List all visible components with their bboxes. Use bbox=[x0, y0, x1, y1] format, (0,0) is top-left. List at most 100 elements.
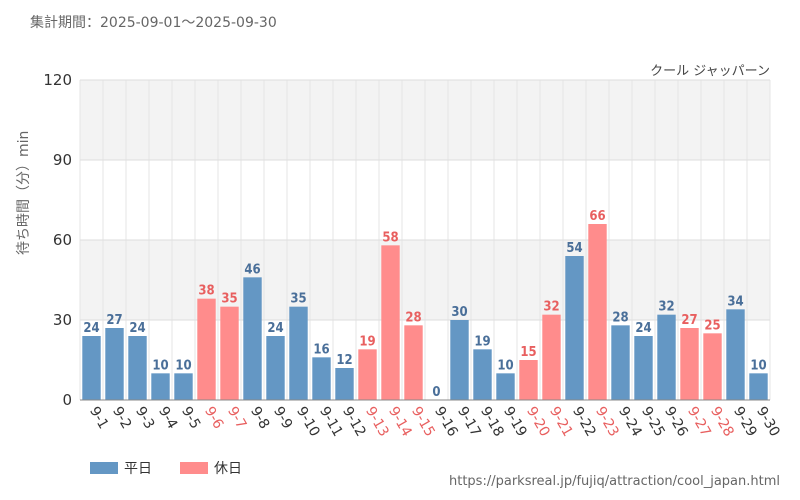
chart-title: クール ジャッパーン bbox=[650, 64, 770, 79]
bar-value-label: 30 bbox=[451, 305, 467, 320]
x-tick-label: 9-13 bbox=[362, 404, 392, 440]
x-tick-label: 9-14 bbox=[385, 404, 415, 440]
x-tick-label: 9-15 bbox=[408, 404, 438, 440]
x-tick-label: 9-24 bbox=[615, 404, 645, 440]
x-tick-label: 9-27 bbox=[684, 404, 714, 440]
x-tick-label: 9-26 bbox=[661, 404, 691, 440]
x-tick-label: 9-23 bbox=[592, 404, 622, 440]
bar bbox=[473, 349, 492, 400]
x-tick-label: 9-19 bbox=[500, 404, 530, 440]
bar bbox=[634, 336, 653, 400]
x-tick-label: 9-2 bbox=[109, 404, 134, 432]
bar bbox=[289, 306, 308, 400]
bar-value-label: 32 bbox=[543, 300, 559, 315]
bar-value-label: 24 bbox=[635, 321, 651, 336]
legend: 平日 休日 bbox=[90, 458, 262, 478]
bar bbox=[588, 224, 607, 400]
x-tick-label: 9-1 bbox=[86, 404, 111, 432]
bar bbox=[565, 256, 584, 400]
x-tick-label: 9-12 bbox=[339, 404, 369, 440]
x-tick-label: 9-10 bbox=[293, 404, 323, 440]
legend-holiday-label: 休日 bbox=[214, 461, 242, 477]
x-tick-label: 9-30 bbox=[753, 404, 783, 440]
bar bbox=[404, 325, 423, 400]
x-tick-label: 9-22 bbox=[569, 404, 599, 440]
bar bbox=[82, 336, 101, 400]
bar-value-label: 27 bbox=[106, 313, 122, 328]
x-tick-label: 9-11 bbox=[316, 404, 346, 440]
bar-value-label: 15 bbox=[520, 345, 536, 360]
bar-value-label: 28 bbox=[612, 310, 628, 325]
legend-holiday: 休日 bbox=[180, 458, 242, 478]
bar bbox=[128, 336, 147, 400]
bar bbox=[243, 277, 262, 400]
bar bbox=[335, 368, 354, 400]
x-tick-label: 9-20 bbox=[523, 404, 553, 440]
bar bbox=[657, 314, 676, 400]
y-tick-label: 30 bbox=[53, 311, 72, 329]
bar bbox=[496, 373, 515, 400]
x-tick-label: 9-21 bbox=[546, 404, 576, 440]
bar bbox=[151, 373, 170, 400]
x-tick-label: 9-28 bbox=[707, 404, 737, 440]
bar-value-label: 35 bbox=[221, 292, 237, 307]
collection-period: 集計期間：2025-09-01～2025-09-30 bbox=[30, 15, 277, 31]
x-tick-label: 9-9 bbox=[270, 404, 295, 432]
bar-value-label: 66 bbox=[589, 209, 605, 224]
legend-weekday-label: 平日 bbox=[124, 461, 152, 477]
bar bbox=[611, 325, 630, 400]
bar bbox=[312, 357, 331, 400]
bar-value-label: 34 bbox=[727, 294, 743, 309]
x-tick-label: 9-17 bbox=[454, 404, 484, 440]
legend-weekday-swatch bbox=[90, 462, 118, 474]
bar bbox=[680, 328, 699, 400]
bar-value-label: 10 bbox=[750, 358, 766, 373]
bar-value-label: 16 bbox=[313, 342, 329, 357]
source-url[interactable]: https://parksreal.jp/fujiq/attraction/co… bbox=[449, 474, 780, 489]
bar-value-label: 35 bbox=[290, 292, 306, 307]
x-tick-label: 9-3 bbox=[132, 404, 157, 432]
bar bbox=[726, 309, 745, 400]
x-tick-label: 9-25 bbox=[638, 404, 668, 440]
bar bbox=[174, 373, 193, 400]
x-tick-label: 9-5 bbox=[178, 404, 203, 432]
legend-holiday-swatch bbox=[180, 462, 208, 474]
bar bbox=[749, 373, 768, 400]
x-tick-label: 9-18 bbox=[477, 404, 507, 440]
bar-value-label: 58 bbox=[382, 230, 398, 245]
bar-value-label: 12 bbox=[336, 353, 352, 368]
bar-value-label: 24 bbox=[129, 321, 145, 336]
bar bbox=[197, 298, 216, 400]
bar-value-label: 24 bbox=[267, 321, 283, 336]
bar bbox=[105, 328, 124, 400]
bar-value-label: 19 bbox=[359, 334, 375, 349]
bar-value-label: 46 bbox=[244, 262, 260, 277]
x-tick-label: 9-7 bbox=[224, 404, 249, 432]
bar bbox=[266, 336, 285, 400]
bar-value-label: 38 bbox=[198, 284, 214, 299]
bar-value-label: 24 bbox=[83, 321, 99, 336]
bar bbox=[703, 333, 722, 400]
bar bbox=[519, 360, 538, 400]
y-tick-label: 60 bbox=[53, 231, 72, 249]
bar-value-label: 10 bbox=[175, 358, 191, 373]
bar bbox=[450, 320, 469, 400]
x-tick-label: 9-6 bbox=[201, 404, 226, 432]
y-tick-label: 90 bbox=[53, 151, 72, 169]
bar-value-label: 32 bbox=[658, 300, 674, 315]
x-tick-label: 9-16 bbox=[431, 404, 461, 440]
bar-value-label: 19 bbox=[474, 334, 490, 349]
x-tick-label: 9-8 bbox=[247, 404, 272, 432]
bar bbox=[381, 245, 400, 400]
bar-value-label: 10 bbox=[497, 358, 513, 373]
x-tick-label: 9-4 bbox=[155, 404, 180, 432]
x-tick-label: 9-29 bbox=[730, 404, 760, 440]
bar-value-label: 28 bbox=[405, 310, 421, 325]
legend-weekday: 平日 bbox=[90, 458, 152, 478]
y-tick-label: 120 bbox=[43, 71, 72, 89]
bar bbox=[220, 306, 239, 400]
bar-value-label: 27 bbox=[681, 313, 697, 328]
bar bbox=[542, 314, 561, 400]
bar-value-label: 10 bbox=[152, 358, 168, 373]
